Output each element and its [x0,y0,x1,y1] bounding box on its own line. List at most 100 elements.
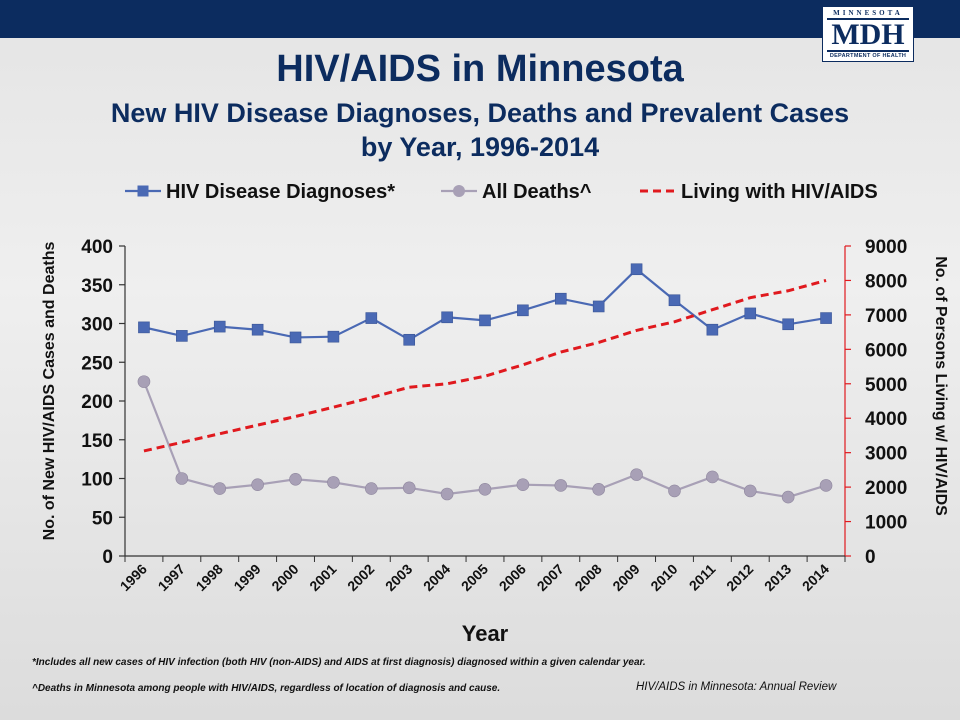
right-tick-label: 6000 [865,340,907,361]
deaths-point [478,483,492,496]
right-tick-label: 8000 [865,271,907,292]
x-tick-label: 2013 [761,561,794,594]
logo-dept-text: DEPARTMENT OF HEALTH [829,53,907,59]
y-axis-left-title: No. of New HIV/AIDS Cases and Deaths [41,242,58,541]
diagnoses-point [365,312,378,324]
x-tick-label: 2001 [306,561,339,594]
left-tick-label: 350 [81,276,113,297]
x-tick-label: 2010 [647,561,680,594]
deaths-point [516,478,530,492]
legend-circle-marker [453,185,465,197]
right-tick-label: 9000 [865,237,907,258]
diagnoses-point [554,292,567,305]
left-tick-label: 200 [81,392,113,413]
diagnoses-point [744,307,757,320]
right-tick-label: 5000 [865,375,907,396]
deaths-point [213,482,227,495]
diagnoses-point [820,312,832,324]
deaths-point [592,483,605,496]
x-tick-label: 2012 [723,561,756,594]
top-banner [0,0,960,38]
left-tick-label: 300 [81,315,113,336]
legend-label: HIV Disease Diagnoses* [166,181,395,203]
x-tick-label: 2000 [268,561,301,594]
diagnoses-point [289,331,302,344]
diagnoses-point [517,304,529,317]
x-tick-label: 1999 [230,561,263,594]
left-tick-label: 100 [81,470,113,491]
right-tick-label: 0 [865,547,876,568]
x-tick-label: 1996 [117,561,150,594]
diagnoses-point [176,330,188,342]
series-line [143,278,827,453]
deaths-point [706,470,719,484]
deaths-point [819,479,833,492]
right-tick-label: 1000 [865,513,907,534]
deaths-point [781,490,795,504]
footnote-diagnoses: *Includes all new cases of HIV infection… [32,657,646,668]
series-line [142,381,827,499]
right-tick-label: 2000 [865,478,907,499]
deaths-point [137,375,151,388]
diagnoses-point [630,263,643,276]
left-tick-label: 400 [81,237,113,258]
diagnoses-point [403,333,416,346]
diagnoses-point [479,314,491,327]
y-axis-right-title: No. of Persons Living w/ HIV/AIDS [932,256,949,516]
x-tick-label: 1998 [193,561,226,594]
deaths-point [554,479,568,492]
deaths-point [630,468,643,481]
chart-subtitle: New HIV Disease Diagnoses, Deaths and Pr… [0,96,960,164]
diagnoses-point [592,300,605,313]
left-tick-label: 150 [81,431,113,452]
x-tick-label: 2003 [382,561,415,594]
mdh-logo: MINNESOTA MDH DEPARTMENT OF HEALTH [822,6,914,62]
deaths-point [743,484,757,498]
x-tick-label: 2014 [799,561,832,594]
x-tick-label: 2011 [686,561,719,594]
chart-plot: HIV Disease Diagnoses* All Deaths^ Living … [41,181,949,646]
x-tick-label: 2009 [609,561,642,594]
left-tick-label: 0 [102,547,113,568]
x-tick-label: 2007 [534,561,567,594]
deaths-point [175,472,189,485]
legend-square-marker [137,185,149,197]
chart-title: HIV/AIDS in Minnesota [276,48,684,90]
right-tick-label: 4000 [865,409,907,430]
diagnoses-point [327,330,340,343]
deaths-point [365,482,378,495]
series-group [137,263,833,504]
x-tick-label: 2002 [344,561,377,594]
deaths-point [327,476,340,489]
x-tick-label: 2005 [458,561,491,594]
deaths-point [668,484,681,498]
deaths-point [289,472,302,486]
footnote-deaths: ^Deaths in Minnesota among people with H… [32,683,501,694]
legend: HIV Disease Diagnoses* All Deaths^ Living … [125,181,878,203]
logo-mdh-text: MDH [827,18,909,52]
diagnoses-point [213,320,226,333]
chart-subtitle-line1: New HIV Disease Diagnoses, Deaths and Pr… [110,98,850,128]
left-tick-label: 250 [81,353,113,374]
diagnoses-point [441,311,453,324]
diagnoses-point [138,321,150,334]
legend-label: Living with HIV/AIDS [681,181,878,203]
x-tick-label: 2004 [420,561,453,594]
diagnoses-point [251,323,264,336]
logo-state-text: MINNESOTA [833,9,903,17]
x-axis-title: Year [462,621,509,646]
x-tick-label: 2006 [496,561,529,594]
legend-label: All Deaths^ [482,181,592,203]
chart-subtitle-line2: by Year, 1996-2014 [360,132,600,162]
x-tick-label: 2008 [571,561,604,594]
left-tick-label: 50 [92,508,113,529]
right-tick-label: 7000 [865,306,907,327]
deaths-point [251,478,264,492]
diagnoses-point [782,318,794,331]
diagnoses-point [706,323,719,336]
series-line [143,267,827,342]
source-note: HIV/AIDS in Minnesota: Annual Review [636,681,837,693]
right-tick-label: 3000 [865,444,907,465]
x-tick-label: 1997 [155,561,188,594]
deaths-point [402,481,416,495]
